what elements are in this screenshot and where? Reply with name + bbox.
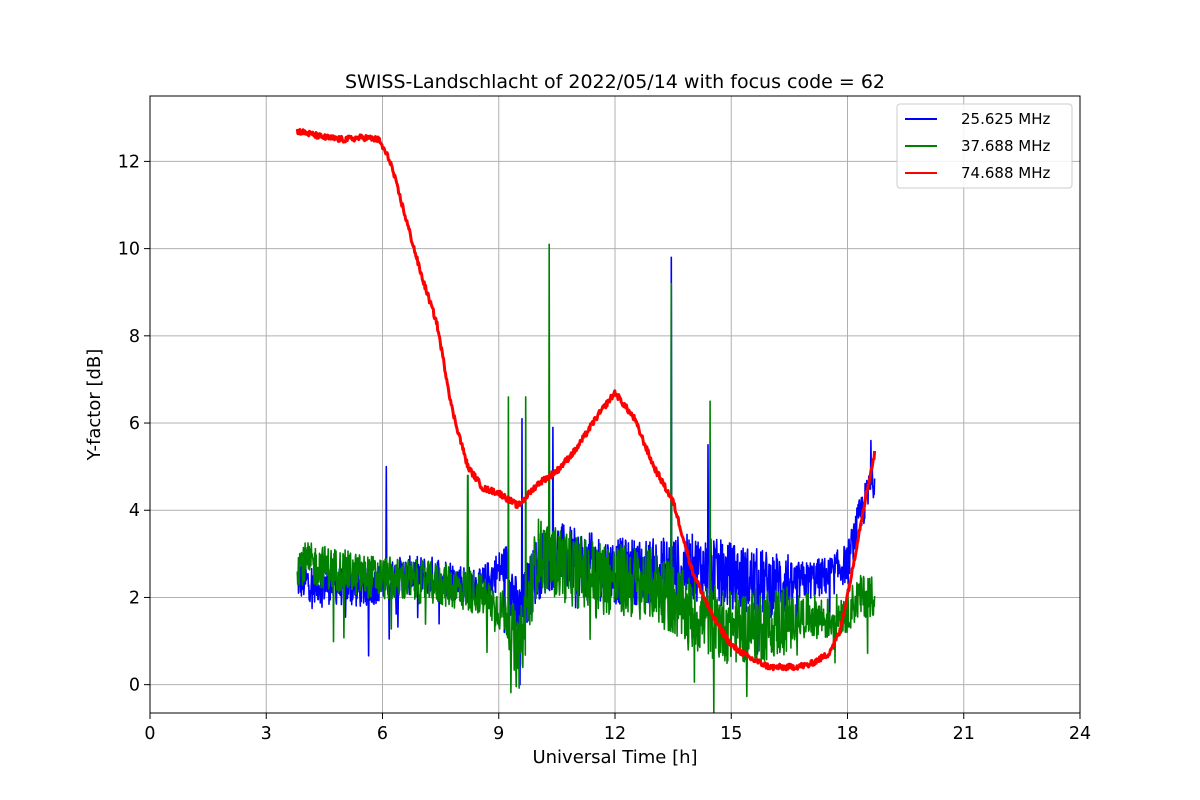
- legend-label: 25.625 MHz: [961, 110, 1050, 128]
- legend-label: 37.688 MHz: [961, 137, 1050, 155]
- x-tick-label: 24: [1069, 724, 1091, 744]
- legend-box: [896, 103, 1073, 189]
- legend: 25.625 MHz 37.688 MHz 74.688 MHz: [896, 103, 1073, 189]
- x-tick-label: 12: [604, 724, 626, 744]
- y-tick-label: 2: [129, 588, 140, 608]
- series-lines: [295, 128, 877, 714]
- series-line: [295, 128, 877, 672]
- x-tick-label: 0: [144, 724, 155, 744]
- chart-title: SWISS-Landschlacht of 2022/05/14 with fo…: [345, 71, 885, 93]
- x-tick-label: 21: [953, 724, 975, 744]
- x-tick-label: 3: [261, 724, 272, 744]
- series-line: [296, 243, 876, 714]
- x-tick-label: 6: [377, 724, 388, 744]
- y-tick-label: 12: [118, 152, 140, 172]
- y-tick-label: 0: [129, 676, 140, 696]
- x-tick-label: 15: [720, 724, 742, 744]
- y-tick-label: 8: [129, 327, 140, 347]
- y-tick-label: 6: [129, 414, 140, 434]
- legend-label: 74.688 MHz: [961, 164, 1050, 182]
- x-tick-label: 18: [836, 724, 858, 744]
- y-axis-title: Y-factor [dB]: [84, 349, 105, 462]
- plot-frame: [149, 95, 1081, 714]
- y-tick-label: 10: [118, 240, 140, 260]
- y-tick-label: 4: [129, 501, 140, 521]
- x-axis-title: Universal Time [h]: [532, 747, 697, 768]
- x-tick-label: 9: [493, 724, 504, 744]
